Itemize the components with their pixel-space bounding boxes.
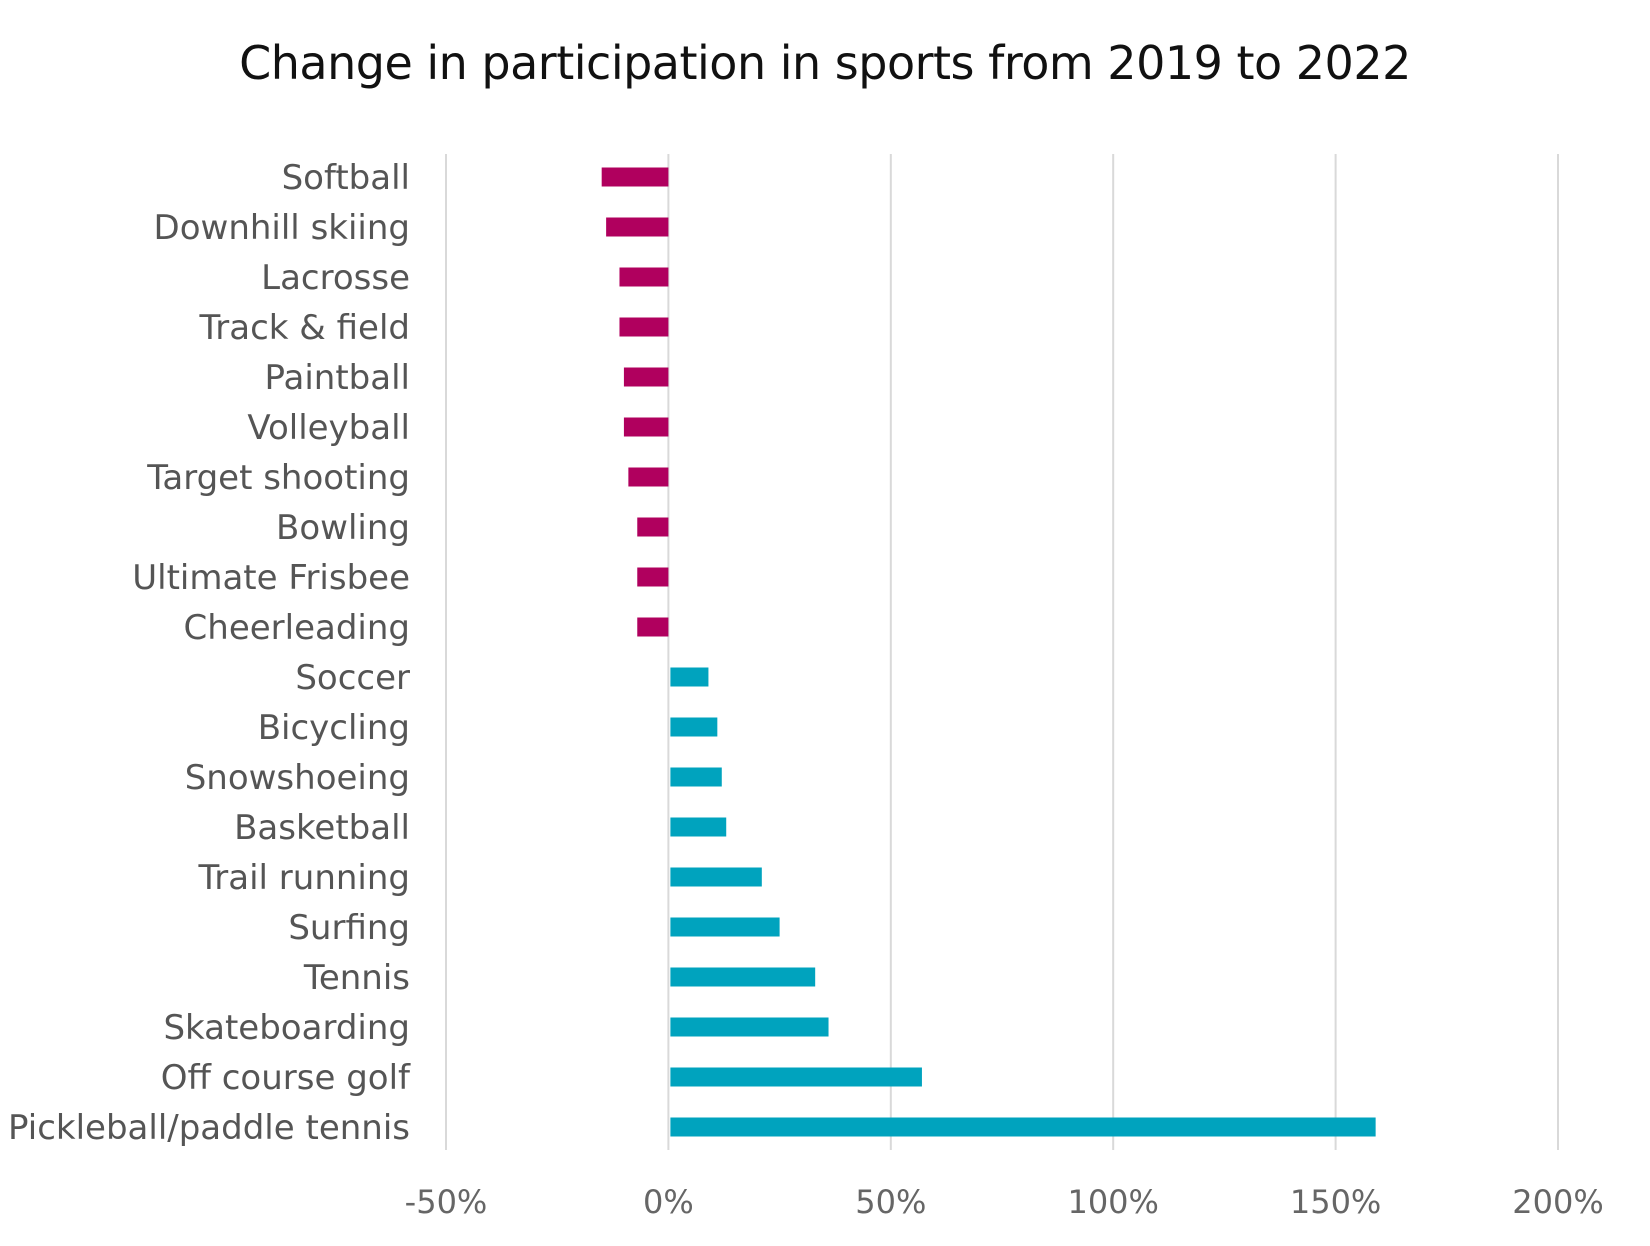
- category-label: Trail running: [198, 858, 411, 898]
- bar: [670, 1017, 829, 1037]
- category-label: Cheerleading: [184, 608, 410, 648]
- bars: [601, 167, 1376, 1137]
- category-label: Snowshoeing: [185, 758, 410, 798]
- x-axis-tick-labels: -50% 0% 50% 100% 150% 200%: [405, 1183, 1604, 1221]
- bar: [623, 367, 669, 387]
- bar: [670, 767, 722, 787]
- category-label: Tennis: [303, 958, 410, 998]
- category-label: Bowling: [276, 508, 410, 548]
- category-label: Ultimate Frisbee: [132, 558, 410, 598]
- bar: [670, 867, 762, 887]
- bar: [670, 1117, 1376, 1137]
- x-tick-label: 200%: [1512, 1183, 1603, 1221]
- category-label: Paintball: [265, 358, 410, 398]
- bar: [623, 417, 669, 437]
- x-tick-label: 0%: [643, 1183, 694, 1221]
- bar: [637, 617, 669, 637]
- x-tick-label: 100%: [1067, 1183, 1158, 1221]
- bar: [619, 317, 669, 337]
- category-label: Soccer: [295, 658, 410, 698]
- x-tick-label: 150%: [1290, 1183, 1381, 1221]
- bar: [628, 467, 669, 487]
- bar: [670, 967, 816, 987]
- bar: [670, 717, 718, 737]
- bar: [670, 817, 727, 837]
- category-label: Downhill skiing: [154, 208, 410, 248]
- category-label: Basketball: [234, 808, 410, 848]
- category-label: Bicycling: [258, 708, 410, 748]
- category-label: Off course golf: [161, 1058, 411, 1098]
- bar: [670, 667, 709, 687]
- category-label: Skateboarding: [163, 1008, 410, 1048]
- bar: [601, 167, 669, 187]
- category-label: Pickleball/paddle tennis: [8, 1108, 410, 1148]
- category-label: Lacrosse: [261, 258, 410, 298]
- gridlines: [445, 154, 1559, 1150]
- bar: [606, 217, 669, 237]
- category-label: Track & field: [199, 308, 410, 348]
- category-label: Softball: [282, 158, 410, 198]
- bar: [637, 517, 669, 537]
- category-labels: Softball Downhill skiing Lacrosse Track & f…: [8, 158, 411, 1148]
- bar: [637, 567, 669, 587]
- bar: [619, 267, 669, 287]
- category-label: Target shooting: [146, 458, 410, 498]
- bar: [670, 917, 780, 937]
- category-label: Volleyball: [247, 408, 410, 448]
- bar: [670, 1067, 922, 1087]
- category-label: Surfing: [288, 908, 410, 948]
- chart-title: Change in participation in sports from 2…: [239, 36, 1411, 90]
- x-tick-label: 50%: [855, 1183, 926, 1221]
- x-tick-label: -50%: [405, 1183, 488, 1221]
